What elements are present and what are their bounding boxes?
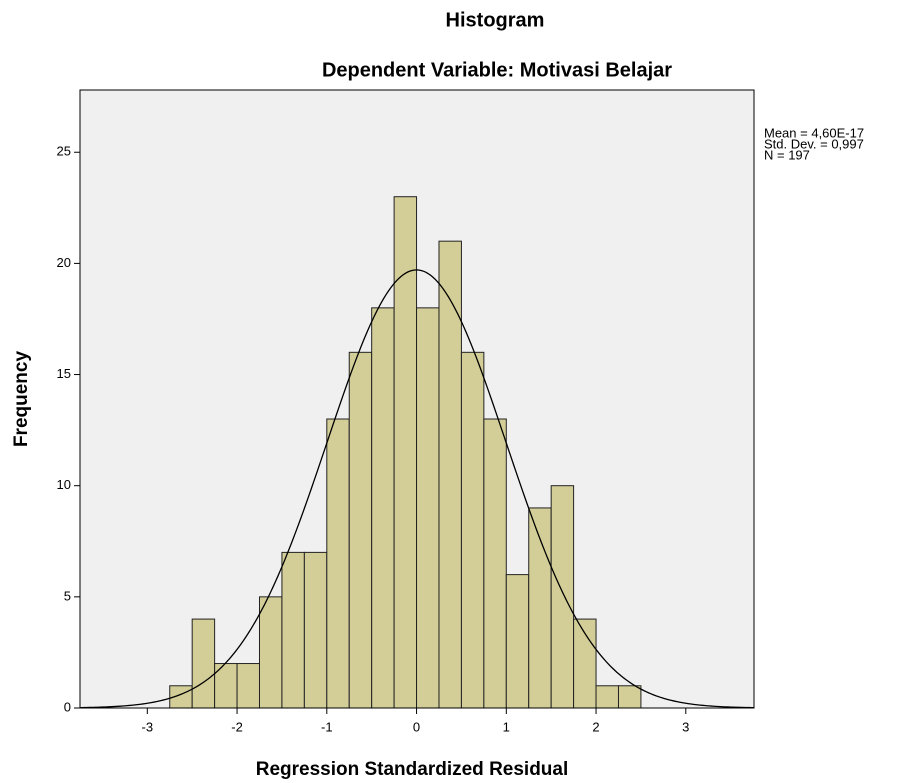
bar: [348, 351, 373, 709]
bar: [460, 351, 485, 709]
y-tick-label: 25: [57, 144, 71, 159]
bar: [617, 685, 642, 709]
bar: [595, 685, 619, 709]
bar: [258, 596, 283, 709]
y-tick-label: 20: [57, 255, 71, 270]
bar: [371, 307, 395, 709]
x-tick-label: 2: [592, 719, 599, 734]
y-tick-label: 0: [64, 699, 71, 714]
bar: [505, 574, 530, 709]
x-tick-label: 0: [413, 719, 420, 734]
y-tick-label: 5: [64, 588, 71, 603]
y-tick-label: 10: [57, 477, 71, 492]
bar: [550, 485, 575, 709]
bar: [236, 663, 260, 709]
bar: [191, 618, 216, 709]
y-axis-title: Frequency: [11, 351, 32, 448]
x-tick-label: 1: [503, 719, 510, 734]
x-tick-label: -3: [142, 719, 154, 734]
bar: [303, 551, 328, 709]
bar: [416, 307, 440, 709]
chart-subtitle: Dependent Variable: Motivasi Belajar: [322, 59, 672, 81]
chart-title: Histogram: [446, 9, 545, 31]
x-tick-label: 3: [682, 719, 689, 734]
x-tick-label: -2: [231, 719, 243, 734]
bar: [483, 418, 507, 709]
bar: [438, 240, 462, 709]
bar: [326, 418, 350, 709]
stat-label: Mean = 4,60E-17: [764, 125, 864, 140]
stat-label: Std. Dev. = 0,997: [764, 136, 864, 151]
x-tick-label: -1: [321, 719, 333, 734]
stat-label: N = 197: [764, 147, 810, 162]
bar: [281, 551, 305, 709]
normal-curve: [80, 269, 754, 708]
x-axis-title: Regression Standardized Residual: [256, 759, 569, 780]
y-tick-label: 15: [57, 366, 71, 381]
